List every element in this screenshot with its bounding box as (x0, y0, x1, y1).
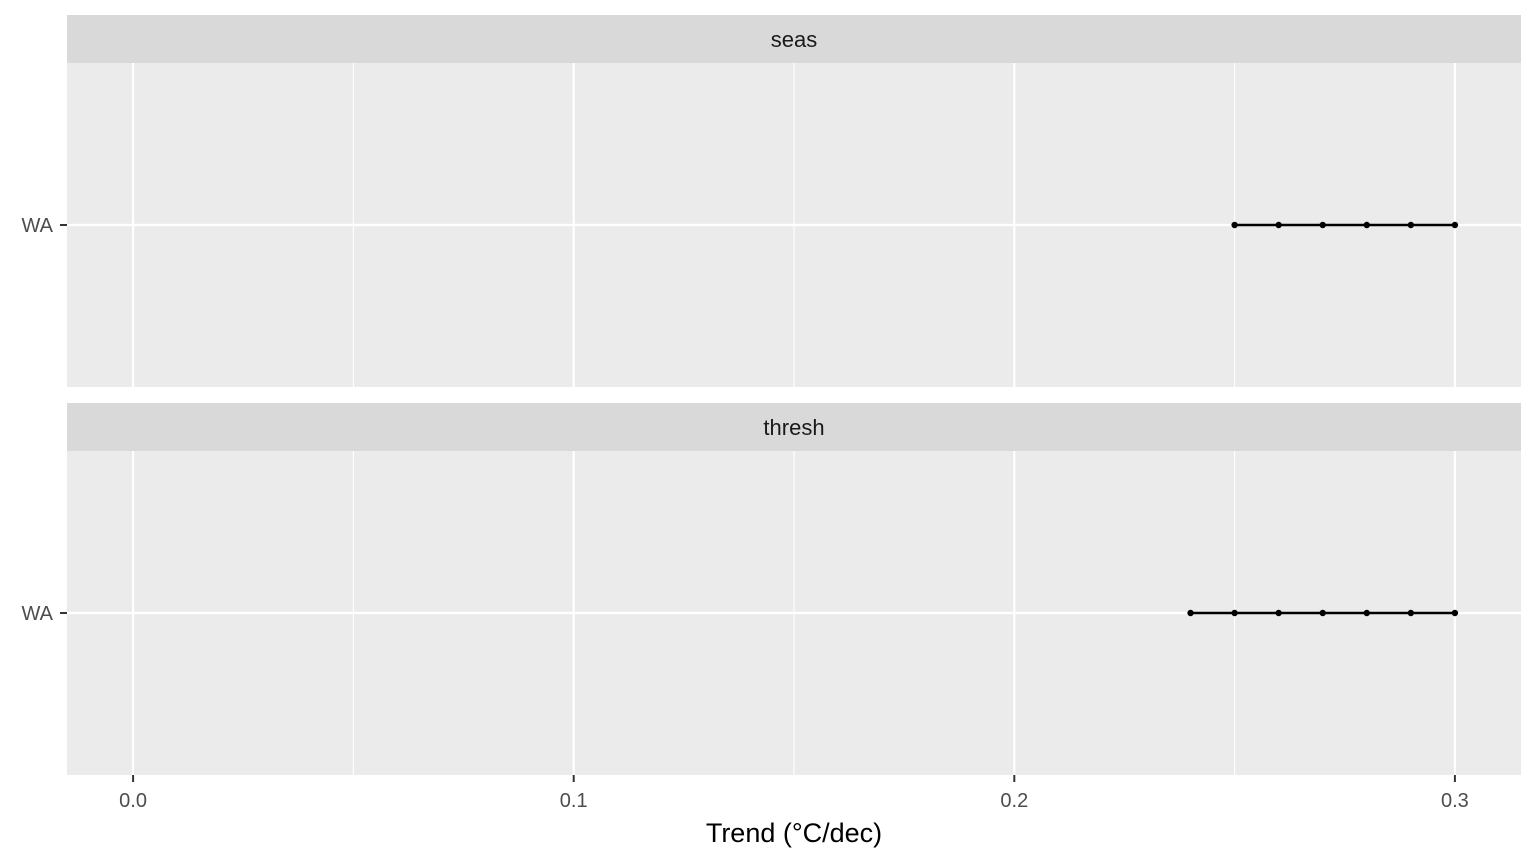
x-tick-label: 0.0 (119, 790, 147, 812)
y-tick-label: WA (22, 603, 54, 625)
x-axis-title: Trend (°C/dec) (706, 818, 882, 848)
data-point (1363, 609, 1370, 617)
x-axis: 0.0 0.1 0.2 0.3 (119, 775, 1469, 812)
data-point (1231, 221, 1238, 229)
facet-thresh: thresh WA (22, 403, 1521, 775)
data-point (1319, 221, 1326, 229)
data-point (1187, 609, 1194, 617)
facet-strip (67, 15, 1521, 63)
facet-strip (67, 403, 1521, 451)
data-point (1451, 609, 1459, 617)
x-tick-label: 0.1 (560, 790, 588, 812)
data-point (1451, 221, 1459, 229)
data-point (1363, 221, 1370, 229)
data-point (1407, 221, 1415, 229)
facet-strip-label: seas (771, 27, 817, 52)
data-point (1275, 221, 1282, 229)
data-point (1275, 609, 1282, 617)
data-point (1407, 609, 1415, 617)
data-point (1319, 609, 1326, 617)
series-WA (1231, 221, 1459, 229)
x-tick-label: 0.3 (1441, 790, 1469, 812)
facet-seas: seas WA (22, 15, 1521, 387)
y-tick-label: WA (22, 215, 54, 237)
data-point (1231, 609, 1238, 617)
facets-layer: seas WA thresh WA (22, 15, 1521, 775)
x-tick-label: 0.2 (1000, 790, 1028, 812)
series-WA (1187, 609, 1459, 617)
facet-strip-label: thresh (763, 415, 824, 440)
